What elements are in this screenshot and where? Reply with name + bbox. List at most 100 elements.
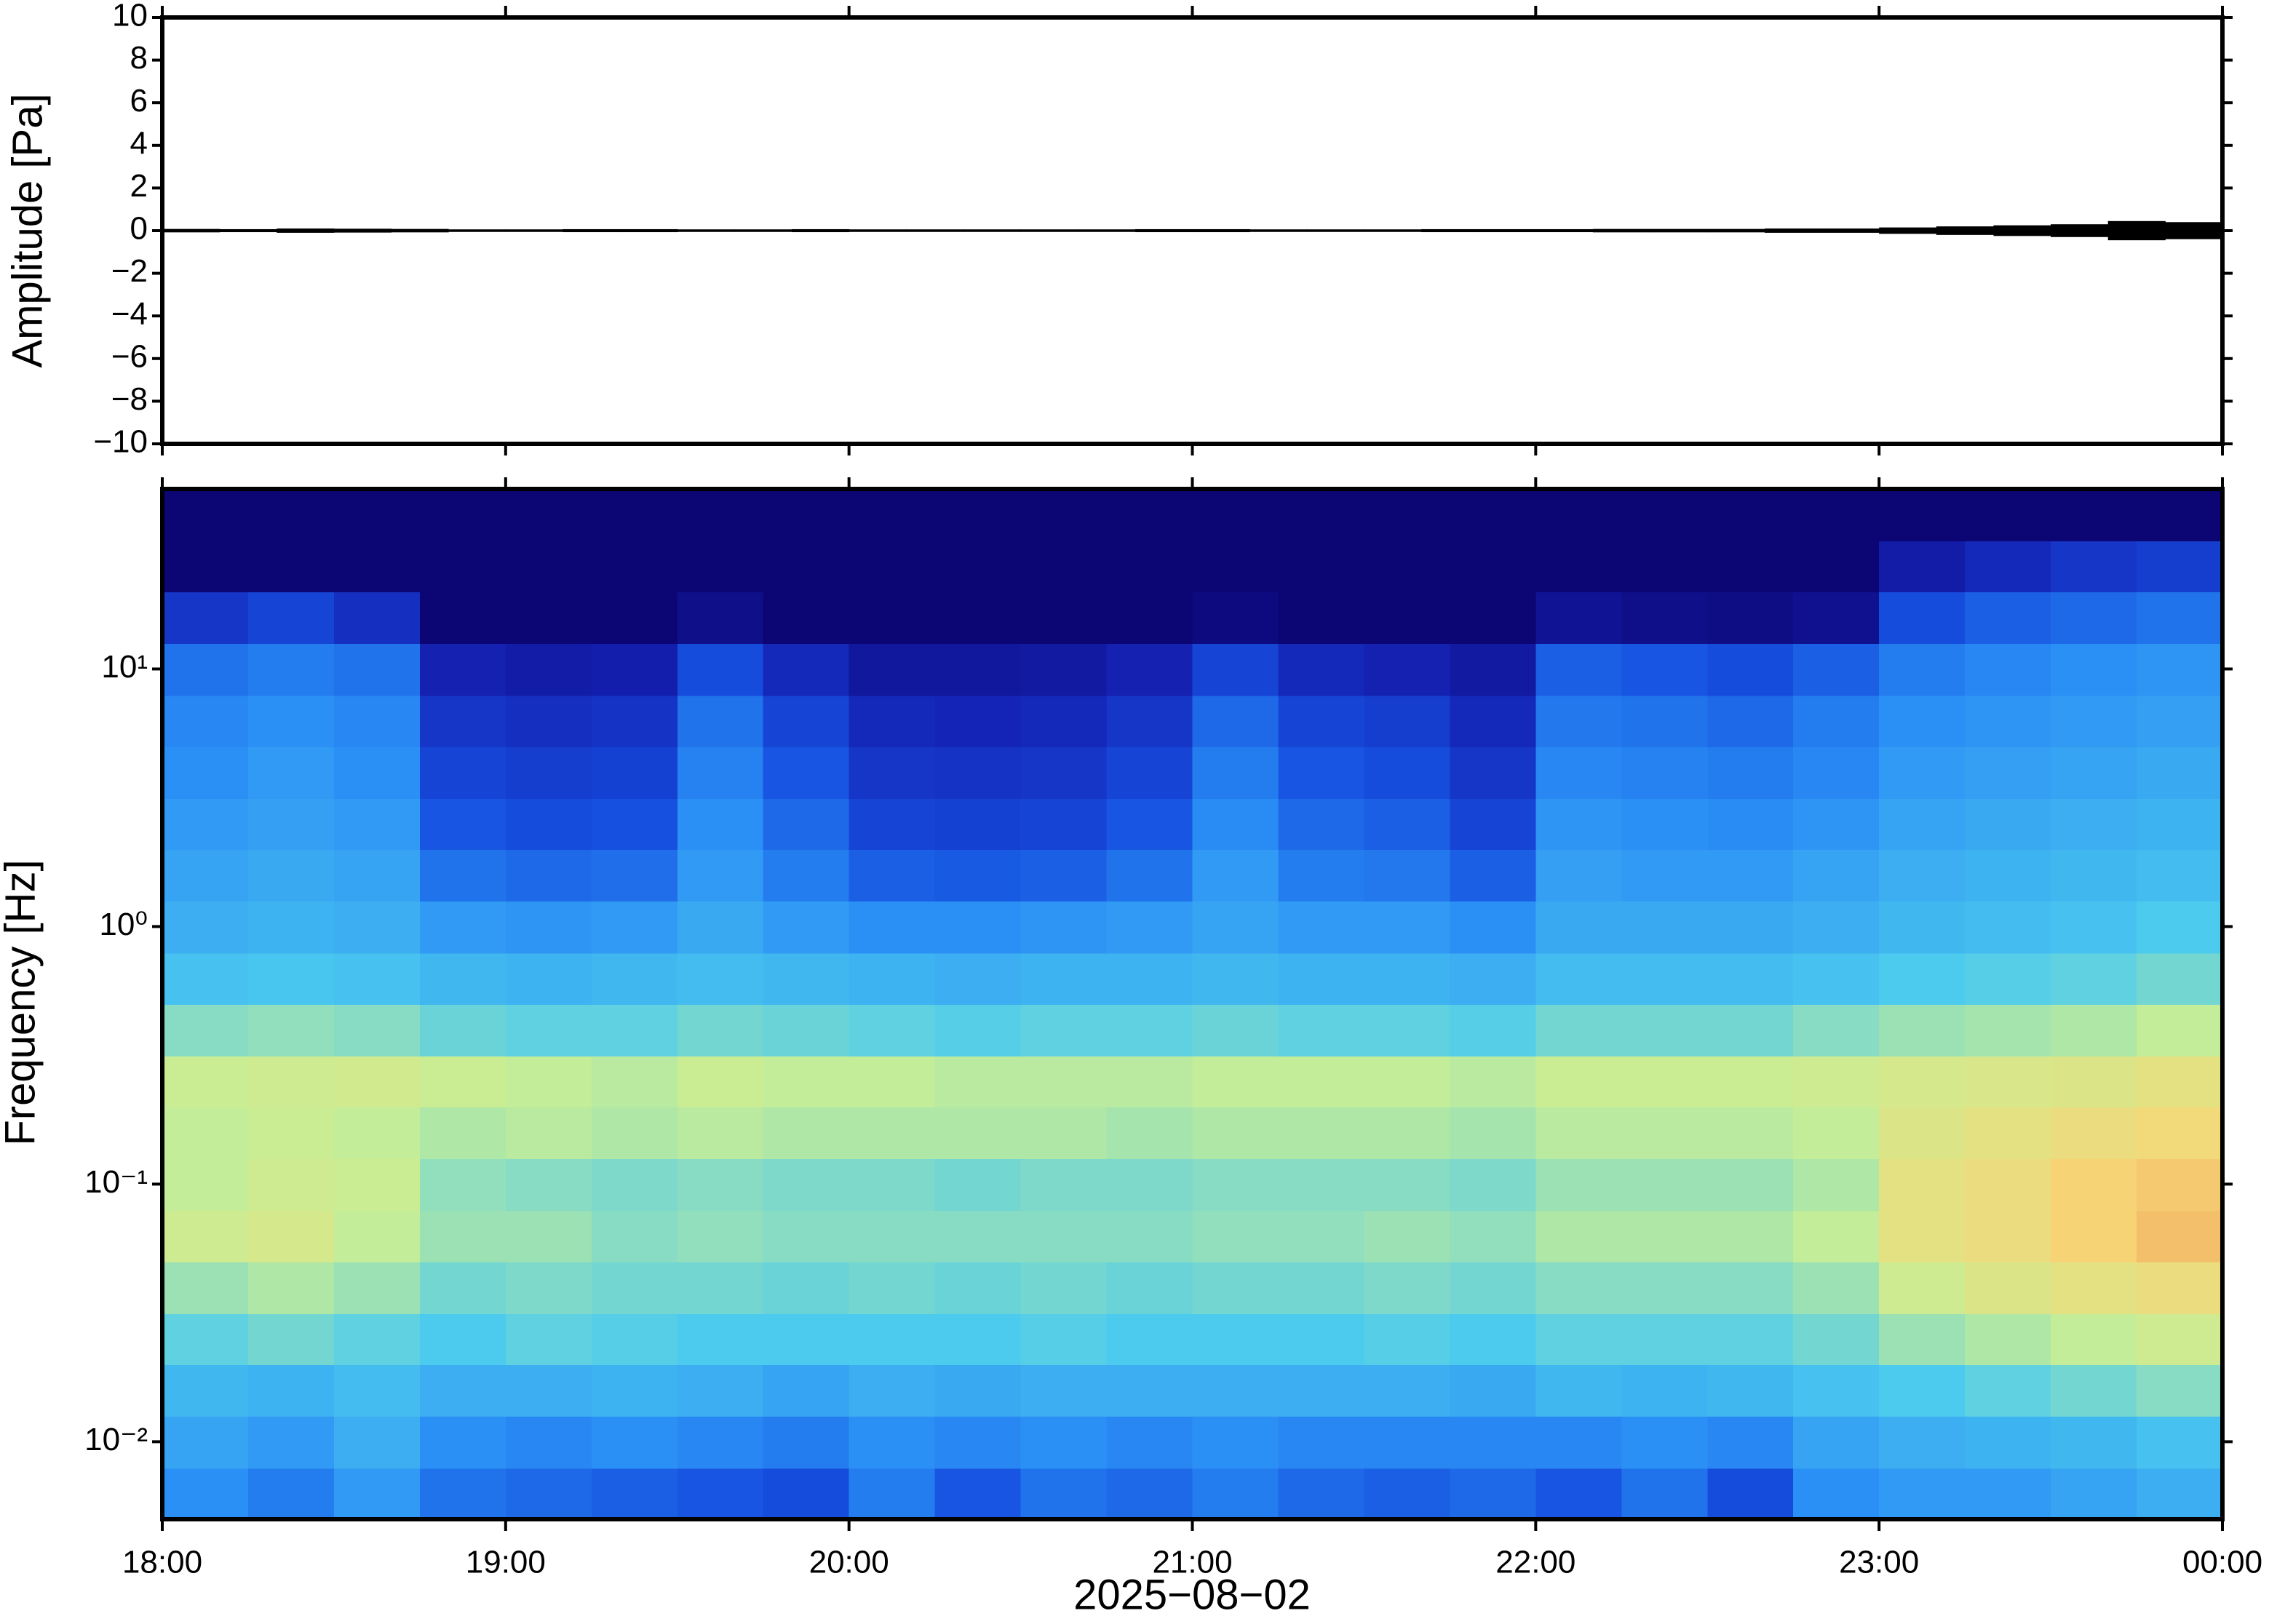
spectrogram-cell [763, 1106, 850, 1159]
spectrogram-cell [1364, 591, 1451, 644]
spectrogram-cell [934, 1313, 1022, 1365]
spectrogram-cell [1793, 747, 1880, 800]
spectrogram-cell [419, 1106, 506, 1159]
spectrogram-cell [247, 1262, 335, 1315]
spectrogram-cell [1106, 489, 1193, 542]
spectrogram-cell [162, 1056, 249, 1107]
spectrogram-cell [162, 489, 249, 542]
x-tick-label: 20:00 [809, 1545, 889, 1580]
spectrogram-cell [1278, 1364, 1365, 1417]
spectrogram-cell [247, 1056, 335, 1107]
spectrogram-cell [1364, 798, 1451, 850]
spectrogram-cell [1364, 1313, 1451, 1365]
spectrogram-cell [849, 695, 936, 747]
spectrogram-cell [1278, 1106, 1365, 1159]
x-tick-label: 00:00 [2182, 1545, 2262, 1580]
spectrogram-cell [247, 541, 335, 592]
spectrogram-cell [1278, 798, 1365, 850]
amplitude-envelope [620, 228, 678, 233]
spectrogram-cell [591, 1262, 678, 1315]
spectrogram-cell [2137, 1468, 2223, 1520]
spectrogram-cell [1621, 1313, 1709, 1365]
spectrogram-cell [1965, 541, 2052, 592]
spectrogram-cell [247, 848, 335, 901]
spectrogram-cell [1535, 1210, 1623, 1262]
spectrogram-cell [1793, 900, 1880, 954]
amplitude-envelope [1535, 228, 1594, 233]
amplitude-envelope [219, 228, 277, 233]
spectrogram-cell [1793, 1313, 1880, 1365]
spectrogram-cell [934, 1210, 1022, 1262]
spectrogram-cell [677, 848, 764, 901]
spectrogram-cell [1450, 1210, 1537, 1262]
y-tick-label: 4 [130, 125, 148, 161]
spectrogram-cell [247, 952, 335, 1005]
amplitude-envelope [1764, 228, 1823, 233]
spectrogram-cell [1450, 1313, 1537, 1365]
amplitude-envelope [734, 229, 792, 232]
spectrogram-cell [1621, 952, 1709, 1005]
spectrogram-cell [1278, 1415, 1365, 1469]
spectrogram-cell [677, 1364, 764, 1417]
y-tick-label: −10 [93, 424, 148, 460]
spectrogram-cell [677, 1106, 764, 1159]
spectrogram-cell [1621, 1468, 1709, 1520]
spectrogram-cell [1364, 848, 1451, 901]
amplitude-envelope [1306, 229, 1364, 232]
spectrogram-cell [2051, 1262, 2138, 1315]
spectrogram-cell [505, 798, 592, 850]
spectrogram-cell [247, 1364, 335, 1417]
spectrogram-cell [1879, 1106, 1966, 1159]
spectrogram-cell [1965, 591, 2052, 644]
spectrogram-cell [1020, 1106, 1108, 1159]
spectrogram-cell [1621, 695, 1709, 747]
spectrogram-cell [591, 541, 678, 592]
spectrogram-cell [505, 1468, 592, 1520]
spectrogram-cell [591, 1468, 678, 1520]
spectrogram-cell [934, 489, 1022, 542]
spectrogram-cell [333, 1262, 421, 1315]
y-tick-label: 8 [130, 40, 148, 76]
spectrogram-cell [1707, 489, 1795, 542]
spectrogram-cell [2051, 1004, 2138, 1057]
spectrogram-cell [763, 541, 850, 592]
spectrogram-cell [1192, 1415, 1279, 1469]
spectrogram-cell [2051, 1106, 2138, 1159]
spectrogram-cell [419, 1210, 506, 1262]
spectrogram-cell [1106, 1364, 1193, 1417]
spectrogram-cell [1707, 900, 1795, 954]
spectrogram-cell [2051, 798, 2138, 850]
spectrogram-cell [1364, 1056, 1451, 1107]
spectrogram-cell [1106, 1468, 1193, 1520]
spectrogram-cell [1535, 489, 1623, 542]
spectrogram-cell [677, 747, 764, 800]
spectrogram-cell [1364, 1364, 1451, 1417]
spectrogram-cell [419, 489, 506, 542]
spectrogram-cell [333, 1158, 421, 1211]
spectrogram-cell [419, 1364, 506, 1417]
spectrogram-cell [505, 1210, 592, 1262]
spectrogram-cell [333, 541, 421, 592]
spectrogram-cell [1364, 1158, 1451, 1211]
spectrogram-cell [591, 591, 678, 644]
spectrogram-cell [763, 747, 850, 800]
spectrogram-cell [1707, 848, 1795, 901]
spectrogram-cell [677, 541, 764, 592]
spectrogram-cell [2137, 642, 2223, 696]
spectrogram-cell [1450, 747, 1537, 800]
spectrogram-cell [763, 1468, 850, 1520]
spectrogram-cell [1278, 900, 1365, 954]
spectrogram-cell [1020, 798, 1108, 850]
spectrogram-cell [1106, 1262, 1193, 1315]
spectrogram-cell [2051, 541, 2138, 592]
spectrogram-cell [1965, 1106, 2052, 1159]
spectrogram-cell [1621, 541, 1709, 592]
spectrogram-cell [1535, 541, 1623, 592]
spectrogram-cell [1192, 1004, 1279, 1057]
spectrogram-cell [1965, 1210, 2052, 1262]
spectrogram-cell [247, 642, 335, 696]
spectrogram-cell [934, 747, 1022, 800]
spectrogram-cell [162, 1468, 249, 1520]
spectrogram-cell [591, 642, 678, 696]
spectrogram-cell [333, 642, 421, 696]
